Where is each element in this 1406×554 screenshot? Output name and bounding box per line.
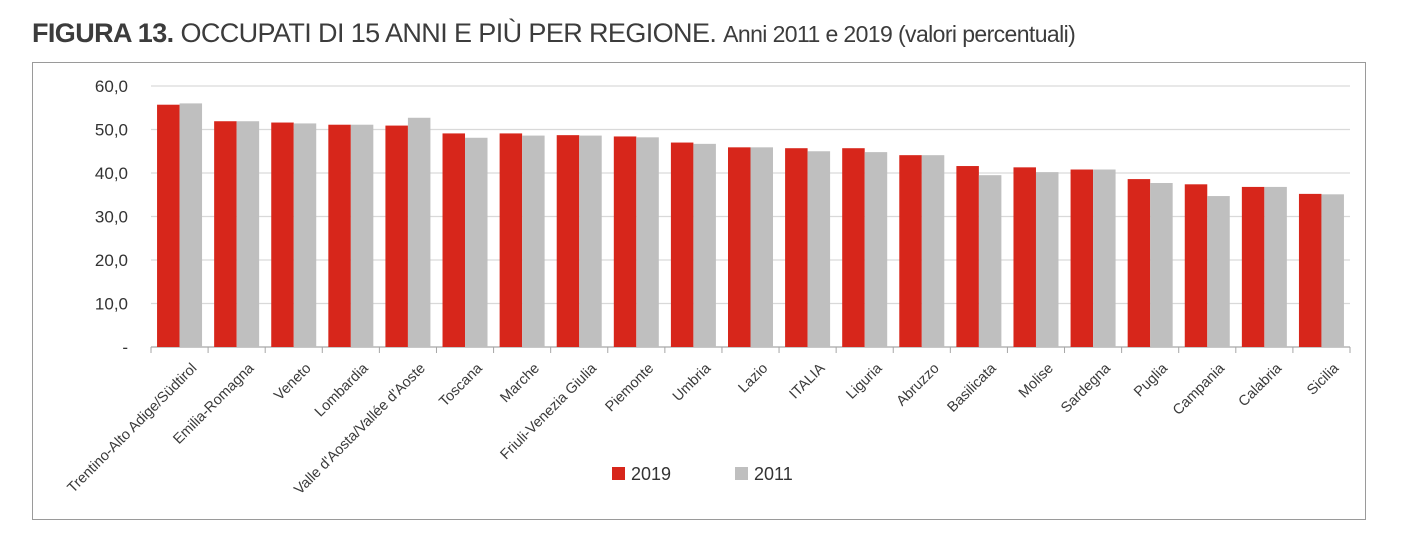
- legend-swatch-2011: [735, 467, 748, 480]
- bar-2019: [728, 147, 751, 347]
- bar-2011: [693, 143, 716, 347]
- bar-2011: [522, 135, 545, 347]
- x-tick-label: Puglia: [1131, 360, 1171, 400]
- bar-2011: [750, 147, 773, 347]
- bar-2011: [636, 137, 659, 347]
- legend-label-2011: 2011: [754, 464, 793, 484]
- bar-2011: [1207, 196, 1230, 347]
- bar-2011: [179, 103, 203, 348]
- y-tick-label: 40,0: [95, 164, 128, 183]
- x-tick-label: Piemonte: [603, 361, 658, 416]
- bar-2019: [157, 104, 180, 347]
- bar-2011: [407, 117, 431, 347]
- bar-2019: [1241, 186, 1265, 347]
- y-tick-label: 20,0: [95, 251, 128, 270]
- x-tick-label: Abruzzo: [894, 361, 943, 410]
- bar-2011: [350, 124, 374, 347]
- x-tick-label: Liguria: [843, 360, 886, 403]
- bar-2011: [807, 151, 831, 347]
- x-tick-label: Basilicata: [945, 360, 1001, 416]
- bar-2019: [1127, 179, 1151, 347]
- x-tick-label: Lombardia: [312, 360, 372, 420]
- bar-2011: [1321, 194, 1344, 347]
- bar-2019: [328, 124, 351, 347]
- bar-2019: [556, 135, 580, 347]
- bar-2019: [785, 148, 808, 347]
- x-tick-label: Calabria: [1236, 360, 1286, 410]
- bar-2011: [465, 137, 488, 347]
- x-tick-label: Marche: [497, 361, 543, 407]
- bar-2019: [271, 122, 294, 347]
- bar-2011: [978, 175, 1002, 347]
- figure-subtitle: Anni 2011 e 2019 (valori percentuali): [723, 21, 1076, 47]
- bar-2019: [499, 133, 523, 347]
- legend-swatch-2019: [612, 467, 625, 480]
- bar-2011: [864, 152, 888, 347]
- x-tick-label: Friuli-Venezia Giulia: [498, 360, 601, 463]
- bar-2011: [236, 121, 260, 347]
- bar-2019: [842, 148, 865, 347]
- chart-frame: [32, 62, 1366, 520]
- bar-2011: [1093, 169, 1116, 347]
- bar-2019: [1070, 169, 1094, 347]
- bar-2011: [921, 155, 945, 347]
- bar-2019: [899, 155, 922, 347]
- x-tick-label: Molise: [1016, 361, 1057, 402]
- x-tick-label: Sicilia: [1304, 360, 1343, 399]
- bar-2011: [579, 135, 602, 347]
- bar-2019: [1013, 167, 1036, 347]
- bar-2019: [385, 125, 408, 348]
- y-tick-label: -: [122, 338, 128, 357]
- x-tick-label: Sardegna: [1058, 360, 1114, 416]
- x-tick-label: Campania: [1170, 360, 1229, 419]
- bar-2011: [1150, 183, 1173, 347]
- bar-2019: [670, 142, 694, 347]
- figure-title: FIGURA 13. OCCUPATI DI 15 ANNI E PIÙ PER…: [32, 18, 1076, 49]
- x-tick-label: ITALIA: [787, 360, 829, 402]
- figure-main-title: OCCUPATI DI 15 ANNI E PIÙ PER REGIONE.: [180, 18, 717, 48]
- bar-2019: [1184, 184, 1208, 347]
- bar-2019: [613, 136, 637, 347]
- y-tick-label: 30,0: [95, 208, 128, 227]
- x-tick-label: Umbria: [670, 360, 715, 405]
- bar-2011: [1035, 172, 1059, 347]
- bar-2019: [214, 121, 237, 347]
- bar-2011: [293, 123, 317, 347]
- y-tick-label: 60,0: [95, 77, 128, 96]
- bar-2019: [1298, 193, 1322, 347]
- y-tick-label: 10,0: [95, 295, 128, 314]
- figure-label: FIGURA 13.: [32, 18, 174, 48]
- x-tick-label: Lazio: [735, 361, 771, 397]
- x-tick-label: Veneto: [271, 361, 314, 404]
- bar-2011: [1264, 186, 1287, 347]
- x-tick-label: Toscana: [436, 360, 486, 410]
- bar-2019: [442, 133, 466, 347]
- bar-2019: [956, 166, 979, 347]
- legend-label-2019: 2019: [631, 464, 671, 484]
- y-tick-label: 50,0: [95, 121, 128, 140]
